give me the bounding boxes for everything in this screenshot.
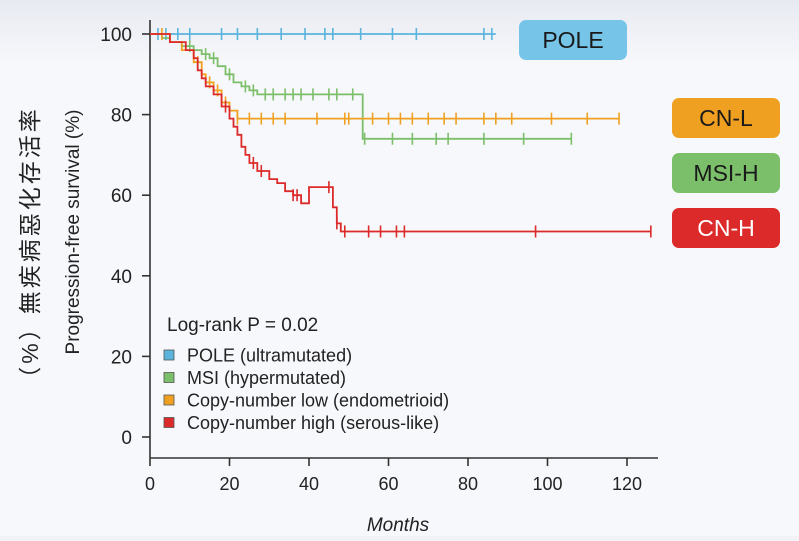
survival-curves bbox=[150, 28, 652, 238]
y-tick-label: 100 bbox=[100, 25, 132, 46]
x-tick-label: 40 bbox=[299, 474, 319, 494]
legend-label: Copy-number low (endometrioid) bbox=[187, 391, 449, 411]
badge-box bbox=[672, 98, 780, 138]
axis-ticks: 0 20 40 60 80 100 0 20 40 60 80 100 120 bbox=[100, 25, 642, 494]
x-tick-label: 120 bbox=[612, 474, 642, 494]
series-badges: POLE CN-L MSI-H CN-H bbox=[519, 20, 780, 248]
badge-label: CN-L bbox=[699, 105, 753, 131]
series-cn-h bbox=[150, 33, 652, 238]
legend-label: MSI (hypermutated) bbox=[187, 368, 346, 388]
x-axis-label: Months bbox=[367, 515, 430, 536]
x-tick-label: 20 bbox=[219, 474, 239, 494]
badge-label: MSI-H bbox=[693, 160, 758, 186]
legend-swatch bbox=[163, 372, 175, 383]
badge-label: CN-H bbox=[697, 215, 755, 241]
y-axis-label: Progression-free survival (%) bbox=[63, 110, 84, 355]
y-tick-label: 60 bbox=[111, 186, 132, 207]
legend-swatch bbox=[163, 417, 175, 428]
badge-msi-h: MSI-H bbox=[672, 153, 780, 193]
y-tick-label: 40 bbox=[111, 267, 132, 288]
x-tick-label: 100 bbox=[532, 474, 562, 494]
y-axis-label-chinese: （%）無疾病惡化存活率 bbox=[17, 106, 43, 389]
series-pole bbox=[150, 28, 496, 40]
badge-box bbox=[672, 208, 780, 248]
badge-cn-h: CN-H bbox=[672, 208, 780, 248]
y-tick-label: 0 bbox=[121, 428, 132, 449]
y-tick-label: 20 bbox=[111, 347, 132, 368]
badge-cn-l: CN-L bbox=[672, 98, 780, 138]
log-rank-annotation: Log-rank P = 0.02 bbox=[167, 315, 318, 336]
x-tick-label: 80 bbox=[458, 474, 478, 494]
legend-swatch bbox=[163, 394, 175, 406]
legend-label: Copy-number high (serous-like) bbox=[187, 413, 439, 433]
legend-swatch bbox=[163, 349, 175, 361]
x-tick-label: 0 bbox=[145, 474, 155, 494]
legend: POLE (ultramutated)MSI (hypermutated) Cop… bbox=[163, 346, 449, 433]
legend-label: POLE (ultramutated) bbox=[187, 346, 352, 366]
badge-box bbox=[672, 153, 780, 193]
survival-curve-cn-h bbox=[150, 33, 651, 233]
y-tick-label: 80 bbox=[111, 106, 132, 127]
badge-pole: POLE bbox=[519, 20, 627, 60]
x-tick-label: 60 bbox=[378, 474, 398, 494]
badge-box bbox=[519, 20, 627, 60]
badge-label: POLE bbox=[542, 27, 603, 53]
